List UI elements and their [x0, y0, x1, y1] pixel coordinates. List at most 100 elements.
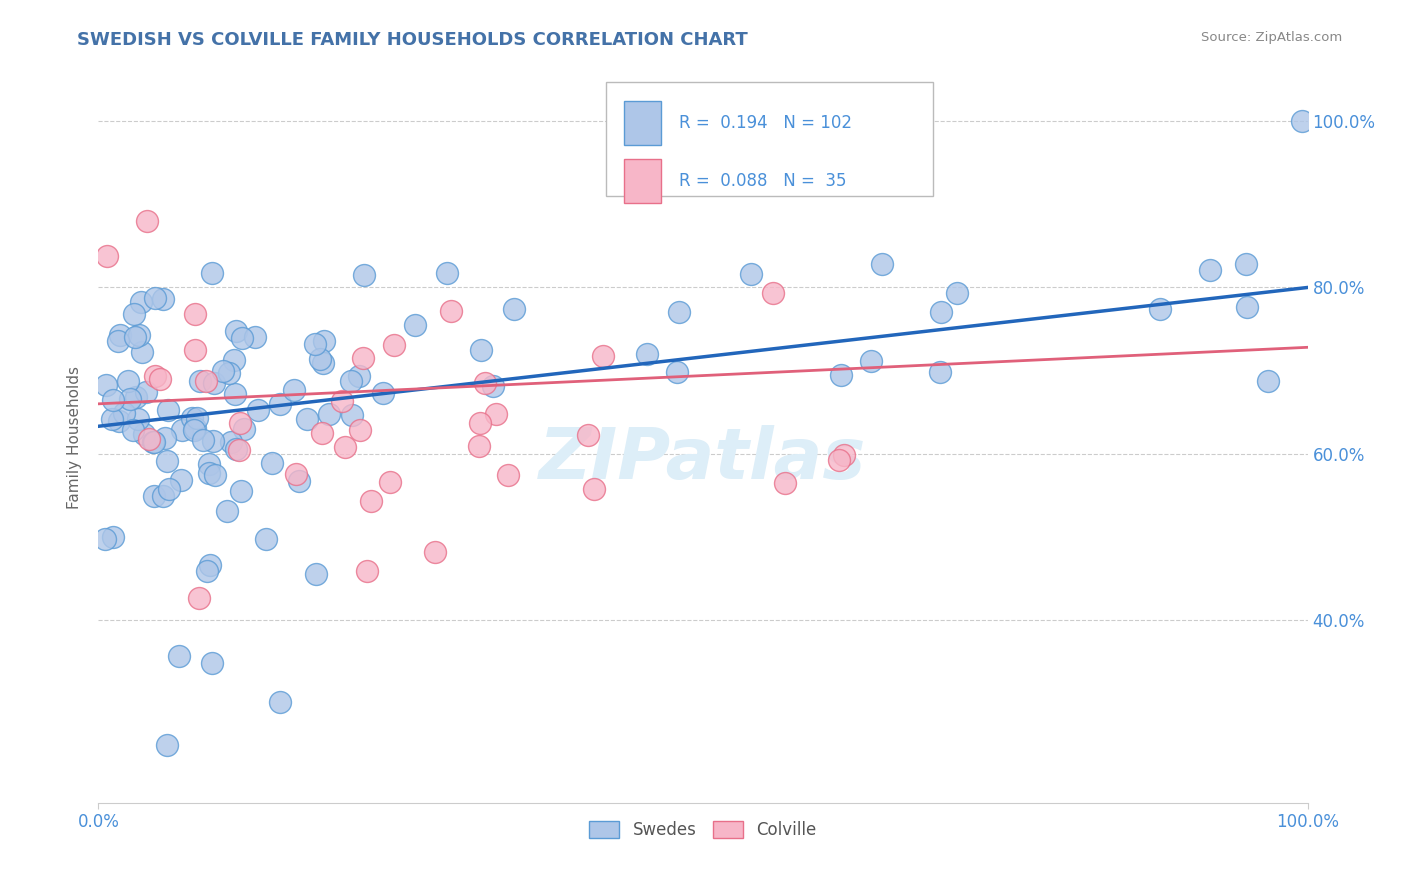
Point — [260, 456, 283, 470]
Point — [228, 443, 250, 458]
Point — [311, 425, 333, 440]
Point — [436, 265, 458, 279]
Point — [830, 368, 852, 383]
Point — [423, 545, 446, 559]
Text: Source: ZipAtlas.com: Source: ZipAtlas.com — [1202, 31, 1343, 45]
Point — [468, 416, 491, 430]
Point — [193, 433, 215, 447]
Point — [132, 427, 155, 442]
Point — [225, 325, 247, 339]
Point — [152, 292, 174, 306]
Point — [470, 343, 492, 357]
Point — [245, 330, 267, 344]
Point — [340, 374, 363, 388]
Point — [353, 268, 375, 282]
Point — [356, 564, 378, 578]
Point — [122, 307, 145, 321]
Point — [330, 394, 353, 409]
Point — [254, 532, 277, 546]
Point — [269, 696, 291, 710]
Point — [269, 397, 291, 411]
Point — [142, 489, 165, 503]
Point — [1257, 374, 1279, 388]
Point — [582, 483, 605, 497]
Point — [295, 412, 318, 426]
Point — [636, 347, 658, 361]
Point — [201, 434, 224, 448]
Point — [378, 475, 401, 489]
Point — [305, 566, 328, 581]
Point — [668, 305, 690, 319]
Point — [773, 475, 796, 490]
Point — [156, 738, 179, 752]
Point — [404, 318, 426, 332]
Point — [124, 390, 146, 404]
Point — [309, 352, 332, 367]
Point — [231, 483, 253, 498]
Point — [142, 435, 165, 450]
Text: SWEDISH VS COLVILLE FAMILY HOUSEHOLDS CORRELATION CHART: SWEDISH VS COLVILLE FAMILY HOUSEHOLDS CO… — [77, 31, 748, 49]
Point — [870, 256, 893, 270]
Point — [152, 489, 174, 503]
Point — [201, 266, 224, 280]
Point — [156, 454, 179, 468]
Point — [946, 285, 969, 300]
Point — [352, 351, 374, 365]
Point — [225, 442, 247, 456]
Point — [1199, 262, 1222, 277]
Point — [142, 435, 165, 450]
Point — [474, 376, 496, 391]
Point — [198, 558, 221, 573]
Point — [188, 591, 211, 606]
Point — [204, 468, 226, 483]
Point — [143, 369, 166, 384]
Text: R =  0.194   N = 102: R = 0.194 N = 102 — [679, 113, 852, 131]
Point — [129, 295, 152, 310]
Point — [576, 428, 599, 442]
Point — [224, 387, 246, 401]
Point — [221, 434, 243, 449]
Point — [197, 564, 219, 578]
Point — [201, 656, 224, 670]
Point — [180, 411, 202, 425]
Point — [135, 384, 157, 399]
Y-axis label: Family Households: Family Households — [67, 366, 83, 508]
Point — [349, 368, 371, 383]
Point — [439, 304, 461, 318]
Point — [183, 306, 205, 320]
Point — [188, 374, 211, 388]
Point — [198, 466, 221, 480]
Point — [170, 473, 193, 487]
Point — [218, 366, 240, 380]
Text: R =  0.088   N =  35: R = 0.088 N = 35 — [679, 172, 846, 190]
Point — [592, 349, 614, 363]
Point — [342, 409, 364, 423]
Point — [314, 334, 336, 348]
Legend: Swedes, Colville: Swedes, Colville — [582, 814, 824, 846]
Point — [349, 423, 371, 437]
Point — [224, 353, 246, 368]
Point — [131, 345, 153, 359]
Point — [183, 343, 205, 357]
FancyBboxPatch shape — [606, 82, 932, 195]
Point — [1291, 114, 1313, 128]
Point — [101, 393, 124, 408]
Point — [153, 431, 176, 445]
Point — [929, 304, 952, 318]
Point — [101, 412, 124, 426]
Point — [103, 530, 125, 544]
Point — [828, 453, 851, 467]
Point — [124, 330, 146, 344]
Point — [170, 423, 193, 437]
Point — [112, 406, 135, 420]
Point — [285, 467, 308, 481]
Point — [127, 411, 149, 425]
Point — [246, 403, 269, 417]
Point — [360, 494, 382, 508]
Point — [484, 407, 506, 421]
Point — [217, 504, 239, 518]
Point — [496, 468, 519, 483]
Point — [96, 378, 118, 392]
Point — [832, 448, 855, 462]
Point — [128, 328, 150, 343]
